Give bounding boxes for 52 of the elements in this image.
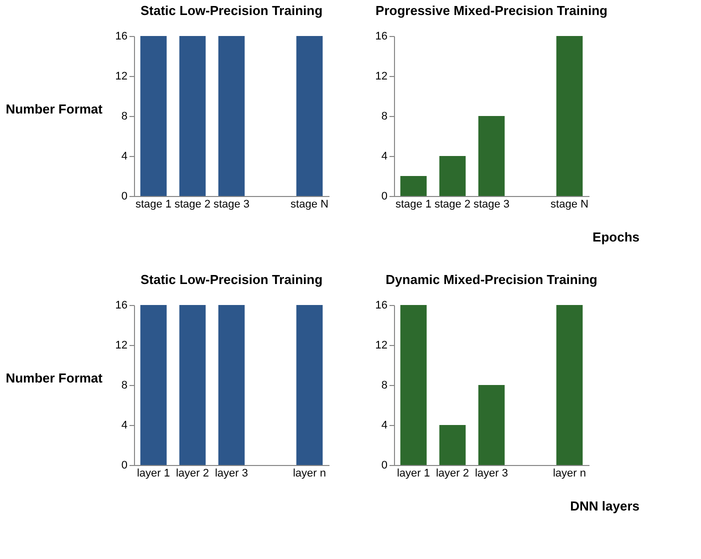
- y-tick-label: 0: [381, 460, 388, 472]
- x-tick-label: stage 3: [213, 198, 250, 210]
- x-tick-label: stage N: [550, 198, 589, 210]
- chart-title: Static Low-Precision Training: [140, 3, 323, 18]
- x-tick-label: stage 1: [135, 198, 172, 210]
- x-axis-title: DNN layers: [570, 498, 640, 514]
- y-tick-label: 16: [115, 30, 128, 42]
- x-tick-label: layer 2: [436, 468, 470, 480]
- y-tick-label: 16: [115, 300, 128, 312]
- bar: [478, 116, 505, 196]
- x-tick-label: layer 3: [214, 468, 248, 480]
- y-tick-label: 8: [381, 110, 388, 122]
- x-tick-label: layer 3: [474, 468, 508, 480]
- y-tick-label: 0: [381, 190, 388, 202]
- chart-title: Static Low-Precision Training: [140, 272, 323, 287]
- bar: [400, 176, 427, 196]
- x-tick-label: stage 2: [174, 198, 211, 210]
- y-tick-label: 16: [375, 300, 388, 312]
- y-tick-label: 4: [121, 420, 128, 432]
- y-tick-label: 0: [121, 190, 128, 202]
- bar: [439, 425, 466, 465]
- bar: [478, 385, 505, 465]
- x-tick-label: layer 2: [176, 468, 210, 480]
- x-tick-label: layer 1: [396, 468, 430, 480]
- y-tick-label: 12: [115, 70, 128, 82]
- x-axis-title: Epochs: [592, 230, 640, 244]
- x-tick-label: stage 3: [473, 198, 510, 210]
- x-tick-label: layer n: [552, 468, 586, 480]
- y-tick-label: 12: [375, 70, 388, 82]
- y-axis-title: Number Format: [6, 102, 104, 116]
- y-tick-label: 0: [121, 460, 128, 472]
- y-tick-label: 4: [381, 150, 388, 162]
- x-tick-label: stage 2: [434, 198, 471, 210]
- x-tick-label: stage 1: [395, 198, 432, 210]
- x-tick-label: layer 1: [136, 468, 170, 480]
- y-axis-title: Number Format: [6, 370, 104, 386]
- x-tick-label: stage N: [290, 198, 329, 210]
- x-tick-label: layer n: [292, 468, 326, 480]
- y-tick-label: 12: [115, 340, 128, 352]
- chart-title: Dynamic Mixed-Precision Training: [386, 272, 598, 287]
- y-tick-label: 8: [121, 380, 128, 392]
- y-tick-label: 4: [381, 420, 388, 432]
- y-tick-label: 16: [375, 30, 388, 42]
- bar: [400, 305, 427, 465]
- y-tick-label: 12: [375, 340, 388, 352]
- y-tick-label: 8: [121, 110, 128, 122]
- bar: [556, 36, 583, 196]
- chart-title: Progressive Mixed-Precision Training: [376, 3, 608, 18]
- bar: [556, 305, 583, 465]
- y-tick-label: 4: [121, 150, 128, 162]
- y-tick-label: 8: [381, 380, 388, 392]
- bar: [439, 156, 466, 196]
